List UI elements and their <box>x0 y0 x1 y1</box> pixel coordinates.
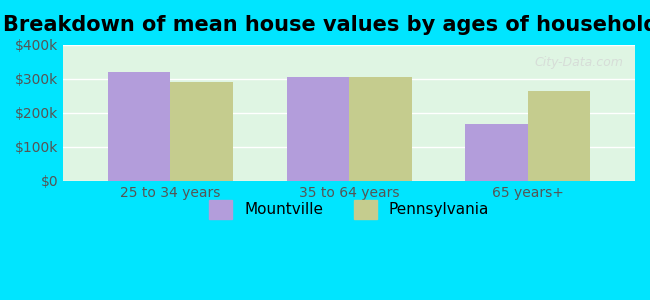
Bar <box>170 82 233 181</box>
Legend: Mountville, Pennsylvania: Mountville, Pennsylvania <box>203 194 495 225</box>
Title: Breakdown of mean house values by ages of householders: Breakdown of mean house values by ages o… <box>3 15 650 35</box>
Bar <box>528 91 590 181</box>
Text: City-Data.com: City-Data.com <box>535 56 623 69</box>
Bar <box>349 77 411 181</box>
Bar <box>108 72 170 181</box>
Bar <box>287 77 349 181</box>
Bar <box>465 124 528 181</box>
